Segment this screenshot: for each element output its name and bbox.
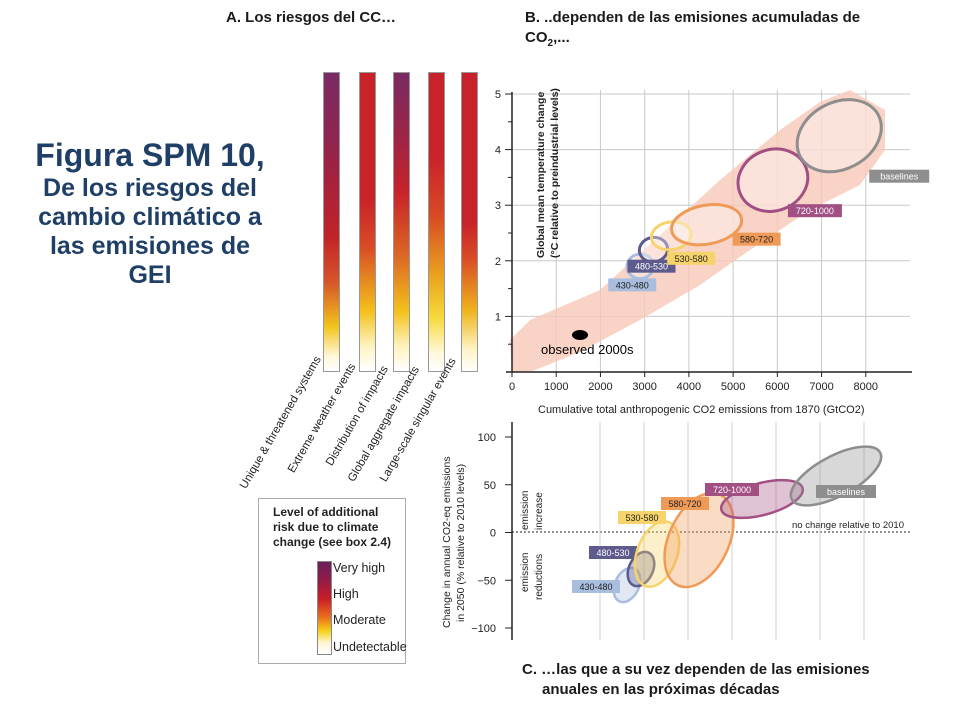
chart-b-y-tick-label: 3 <box>495 200 501 212</box>
chart-b-x-axis-label: Cumulative total anthropogenic CO2 emiss… <box>538 404 864 416</box>
chart-c-label-box-baselines <box>816 485 876 498</box>
chart-b-label-box-580-720 <box>732 232 781 246</box>
chart-b-label-box-530-580 <box>667 251 716 265</box>
chart-c-y-tick-label: 100 <box>478 432 496 444</box>
chart-b-x-tick-label: 1000 <box>544 381 568 393</box>
chart-c-reductions-label-1: emission <box>520 553 531 592</box>
chart-c-label-baselines: baselines <box>827 487 866 497</box>
chart-c-ellipse-580-720 <box>663 491 735 589</box>
chart-b-label-box-480-530 <box>627 259 676 273</box>
chart-c-y-axis-label-line2: in 2050 (% relative to 2010 levels) <box>455 464 467 622</box>
chart-c-ellipse-720-1000 <box>719 478 805 520</box>
header-a: A. Los riesgos del CC… <box>226 9 397 26</box>
chart-c-increase-label-1: emission <box>520 491 531 530</box>
header-c-line1: C. …las que a su vez dependen de las emi… <box>522 661 870 678</box>
chart-c-label-box-480-530 <box>589 546 637 559</box>
title-line1: Figura SPM 10, <box>35 137 265 173</box>
chart-c-label-430-480: 430-480 <box>579 582 612 592</box>
chart-b-label-530-580: 530-580 <box>675 254 708 264</box>
chart-b-x-tick-label: 0 <box>509 381 515 393</box>
chart-b-ellipse-430-480 <box>625 252 655 281</box>
chart-b-y-axis-label-line2: (°C relative to preindustrial levels) <box>549 88 561 258</box>
chart-b-x-tick-label: 2000 <box>588 381 612 393</box>
chart-c-label-box-530-580 <box>618 511 666 524</box>
chart-b-y-tick-label: 5 <box>495 89 501 101</box>
legend-level-high: High <box>333 587 359 601</box>
title-line2: De los riesgos del <box>43 174 257 202</box>
chart-b-label-baselines: baselines <box>880 172 919 182</box>
legend-level-moderate: Moderate <box>333 613 386 627</box>
chart-c-ellipse-baselines <box>789 445 883 507</box>
chart-c-y-axis-label-line1: Change in annual CO2-eq emissions <box>441 456 453 628</box>
chart-b-ellipse-720-1000 <box>736 147 810 213</box>
legend-title: Level of additional risk due to climate … <box>273 505 392 549</box>
chart-b-x-tick-label: 5000 <box>721 381 745 393</box>
chart-c-reductions-label-2: reductions <box>534 554 545 600</box>
risk-bar-unique <box>323 72 340 372</box>
page-title: Figura SPM 10, De los riesgos del cambio… <box>0 136 300 290</box>
chart-c-label-480-530: 480-530 <box>596 548 629 558</box>
chart-b-label-720-1000: 720-1000 <box>796 206 834 216</box>
chart-c-y-tick-label: 0 <box>490 528 496 540</box>
risk-label-extreme-weather: Extreme weather events <box>286 361 359 475</box>
chart-b-x-tick-label: 3000 <box>632 381 656 393</box>
chart-c-label-box-580-720 <box>661 497 709 510</box>
chart-c-label-box-720-1000 <box>705 483 759 496</box>
chart-b-y-tick-label: 2 <box>495 256 501 268</box>
header-c-line2: anuales en las próximas décadas <box>542 681 780 698</box>
title-line4: las emisiones de <box>49 232 251 260</box>
risk-bar-large-scale <box>461 72 478 372</box>
chart-b-label-box-baselines <box>869 169 930 183</box>
observed-2000s-point <box>572 330 588 340</box>
title-line5: GEI <box>128 261 172 289</box>
chart-b-x-tick-label: 6000 <box>765 381 789 393</box>
legend-gradient <box>317 561 332 655</box>
chart-c-ellipse-530-580 <box>633 520 681 588</box>
chart-b-label-480-530: 480-530 <box>635 262 668 272</box>
chart-b-ellipse-baselines <box>795 98 883 174</box>
chart-b-label-580-720: 580-720 <box>740 235 773 245</box>
risk-label-unique: Unique & threatened systems <box>238 354 324 491</box>
title-line3: cambio climático a <box>38 203 262 231</box>
chart-b-x-tick-label: 4000 <box>677 381 701 393</box>
chart-c-label-530-580: 530-580 <box>625 513 658 523</box>
risk-bar-global-aggregate <box>428 72 445 372</box>
chart-c-label-720-1000: 720-1000 <box>713 485 751 495</box>
header-b: B. ..dependen de las emisiones acumulada… <box>525 8 955 54</box>
header-b-line1: B. ..dependen de las emisiones acumulada… <box>525 9 861 26</box>
chart-b-ellipse-530-580 <box>649 220 693 252</box>
chart-c-y-tick-label: −100 <box>471 623 496 635</box>
chart-c-increase-label-2: increase <box>534 492 545 530</box>
chart-c-label-580-720: 580-720 <box>668 499 701 509</box>
chart-b-y-tick-label: 1 <box>495 311 501 323</box>
chart-b-label-box-430-480 <box>608 278 657 292</box>
risk-bar-distribution <box>393 72 410 372</box>
chart-b-ellipse-580-720 <box>670 203 744 247</box>
chart-c-zero-line-label: no change relative to 2010 <box>792 520 904 531</box>
chart-b-label-430-480: 430-480 <box>616 280 649 290</box>
legend-level-very-high: Very high <box>333 561 386 575</box>
chart-c-ellipse-480-530 <box>626 550 656 588</box>
chart-b-x-tick-label: 7000 <box>809 381 833 393</box>
observed-2000s-label: observed 2000s <box>541 342 634 357</box>
risk-bar-extreme-weather <box>359 72 376 372</box>
chart-c-label-box-430-480 <box>572 580 620 593</box>
legend-level-undetectable: Undetectable <box>333 640 407 654</box>
header-b-line2: CO2,... <box>525 29 570 49</box>
chart-c-ellipse-430-480 <box>612 566 642 604</box>
chart-b-ellipse-480-530 <box>637 235 670 264</box>
chart-b-x-tick-label: 8000 <box>854 381 878 393</box>
chart-b-label-box-720-1000 <box>787 204 842 218</box>
chart-b-uncertainty-band <box>510 90 885 372</box>
chart-c-y-tick-label: −50 <box>477 575 496 587</box>
header-c: C. …las que a su vez dependen de las emi… <box>522 660 952 700</box>
risk-legend: Level of additional risk due to climate … <box>258 498 407 664</box>
chart-b-y-tick-label: 4 <box>495 145 501 157</box>
chart-b-grid <box>512 90 910 372</box>
chart-c-y-tick-label: 50 <box>484 480 496 492</box>
chart-b-y-axis-label-line1: Global mean temperature change <box>535 92 547 258</box>
